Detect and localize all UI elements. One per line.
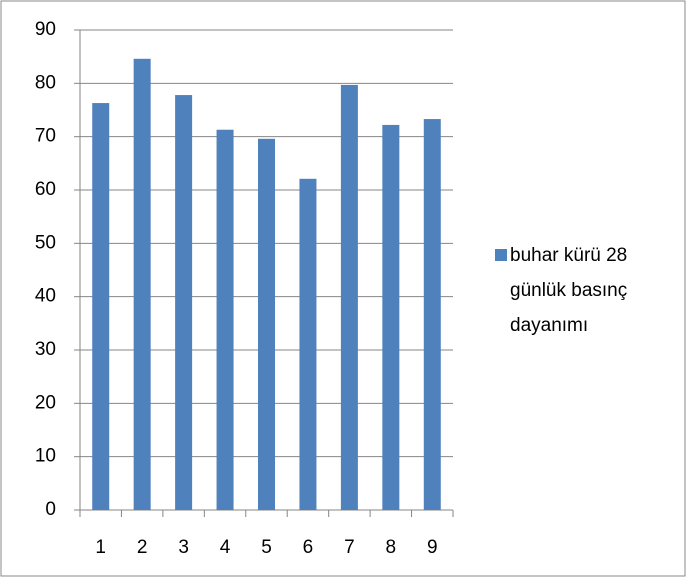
bar (92, 103, 110, 511)
bar (340, 84, 358, 510)
y-tick-label: 20 (35, 392, 56, 413)
y-tick-label: 60 (35, 179, 56, 200)
x-tick-label: 6 (303, 537, 314, 558)
y-tick-label: 50 (35, 232, 56, 253)
legend-swatch (495, 249, 507, 261)
x-tick-label: 7 (344, 537, 355, 558)
x-tick-label: 8 (386, 537, 397, 558)
bar (423, 119, 441, 511)
x-tick-label: 2 (137, 537, 148, 558)
y-tick-label: 80 (35, 72, 56, 93)
legend-label: buhar kürü 28 günlük basınç dayanımı (510, 245, 628, 336)
y-tick-label: 30 (35, 339, 56, 360)
x-tick-label: 3 (178, 537, 189, 558)
bar (299, 178, 317, 511)
bar (133, 58, 151, 511)
bar (382, 124, 400, 510)
x-tick-label: 5 (261, 537, 272, 558)
y-tick-label: 10 (35, 446, 56, 467)
y-tick-label: 70 (35, 126, 56, 147)
bar (175, 95, 193, 511)
y-tick-label: 40 (35, 286, 56, 307)
bar (216, 129, 234, 510)
bar (258, 138, 275, 511)
y-tick-label: 0 (45, 499, 56, 520)
x-tick-label: 9 (427, 537, 438, 558)
legend: buhar kürü 28 günlük basınç dayanımı (495, 238, 670, 343)
y-tick-label: 90 (35, 19, 56, 40)
x-tick-label: 4 (220, 537, 231, 558)
x-tick-label: 1 (95, 537, 106, 558)
